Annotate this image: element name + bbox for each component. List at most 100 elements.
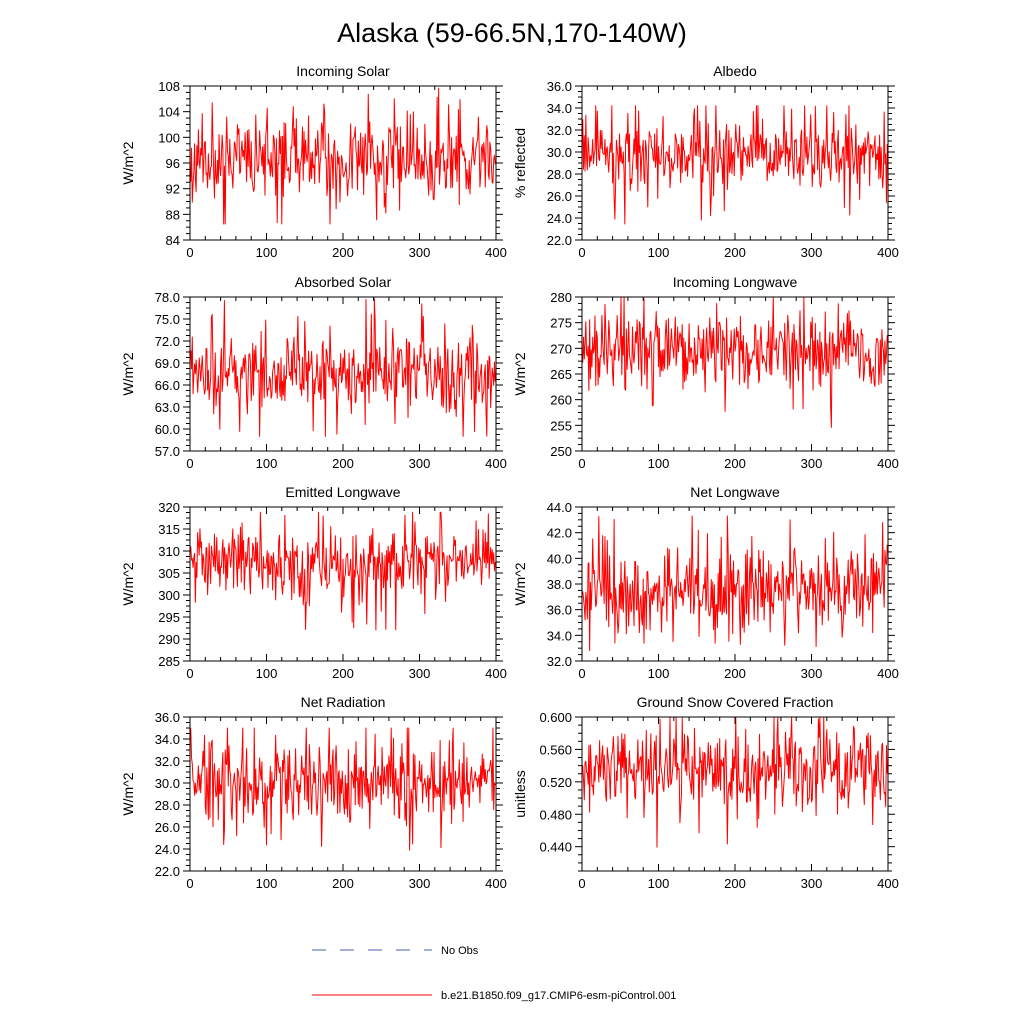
absorbed-solar-xtick-label: 100 [256,456,278,471]
incoming-longwave-ytick-label: 265 [550,367,572,382]
net-radiation-series-line [190,727,496,851]
ground-snow-covered-fraction-title: Ground Snow Covered Fraction [637,694,834,710]
net-radiation-ylabel: W/m^2 [120,772,136,815]
ground-snow-covered-fraction-xtick-label: 300 [801,876,823,891]
incoming-longwave-ytick-label: 275 [550,316,572,331]
absorbed-solar-ytick-label: 60.0 [155,422,180,437]
ground-snow-covered-fraction-ytick-label: 0.440 [539,840,572,855]
absorbed-solar-ylabel: W/m^2 [120,352,136,395]
emitted-longwave-ytick-label: 285 [158,654,180,669]
net-longwave-xtick-label: 300 [801,666,823,681]
emitted-longwave-ytick-label: 300 [158,588,180,603]
incoming-solar-ytick-label: 108 [158,79,180,94]
incoming-solar-ytick-label: 92 [166,182,180,197]
ground-snow-covered-fraction-xtick-label: 400 [877,876,899,891]
net-longwave-ytick-label: 32.0 [547,654,572,669]
panel-ground-snow-covered-fraction: Ground Snow Covered Fraction unitless 0 100… [512,694,899,891]
incoming-solar-xtick-label: 0 [186,245,193,260]
panel-incoming-longwave: Incoming Longwave W/m^2 0 100 200 300 400 250 25… [512,274,899,471]
albedo-ylabel: % reflected [512,128,528,198]
emitted-longwave-xtick-label: 300 [409,666,431,681]
albedo-ytick-label: 30.0 [547,145,572,160]
incoming-solar-title: Incoming Solar [296,63,390,79]
absorbed-solar-ytick-label: 72.0 [155,334,180,349]
albedo-xtick-label: 0 [578,245,585,260]
albedo-ytick-label: 28.0 [547,167,572,182]
ground-snow-covered-fraction-ytick-label: 0.520 [539,775,572,790]
emitted-longwave-xtick-label: 400 [485,666,507,681]
net-longwave-title: Net Longwave [690,484,780,500]
net-longwave-ytick-label: 34.0 [547,628,572,643]
incoming-longwave-xtick-label: 300 [801,456,823,471]
albedo-series-line [582,105,888,225]
incoming-solar-series-line [190,87,496,225]
incoming-longwave-title: Incoming Longwave [673,274,798,290]
emitted-longwave-title: Emitted Longwave [285,484,400,500]
emitted-longwave-ytick-label: 315 [158,522,180,537]
albedo-ytick-label: 22.0 [547,233,572,248]
incoming-longwave-ytick-label: 250 [550,444,572,459]
emitted-longwave-ytick-label: 290 [158,632,180,647]
ground-snow-covered-fraction-xtick-label: 200 [724,876,746,891]
net-longwave-xtick-label: 200 [724,666,746,681]
absorbed-solar-ytick-label: 69.0 [155,356,180,371]
incoming-longwave-xtick-label: 200 [724,456,746,471]
net-radiation-xtick-label: 400 [485,876,507,891]
incoming-solar-ytick-label: 88 [166,207,180,222]
emitted-longwave-series-line [190,511,496,631]
incoming-longwave-ytick-label: 270 [550,341,572,356]
incoming-longwave-xtick-label: 100 [648,456,670,471]
emitted-longwave-xtick-label: 0 [186,666,193,681]
ground-snow-covered-fraction-xtick-label: 100 [648,876,670,891]
net-longwave-ytick-label: 40.0 [547,551,572,566]
net-longwave-xtick-label: 100 [648,666,670,681]
net-radiation-ytick-label: 26.0 [155,820,180,835]
net-radiation-ytick-label: 36.0 [155,710,180,725]
emitted-longwave-xtick-label: 100 [256,666,278,681]
incoming-longwave-ylabel: W/m^2 [512,352,528,395]
ground-snow-covered-fraction-ylabel: unitless [512,770,528,817]
net-radiation-ytick-label: 30.0 [155,776,180,791]
panel-albedo: Albedo % reflected 0 100 200 300 400 22.0 24.0 26… [512,63,899,260]
net-radiation-ytick-label: 34.0 [155,732,180,747]
incoming-solar-ytick-label: 84 [166,233,180,248]
incoming-solar-xtick-label: 100 [256,245,278,260]
panel-absorbed-solar: Absorbed Solar W/m^2 0 100 200 300 400 57.0 60.0… [120,274,507,471]
net-longwave-xtick-label: 400 [877,666,899,681]
net-radiation-xtick-label: 100 [256,876,278,891]
figure-title: Alaska (59-66.5N,170-140W) [337,18,687,48]
absorbed-solar-ytick-label: 57.0 [155,444,180,459]
ground-snow-covered-fraction-series-line [582,716,888,848]
panel-net-longwave: Net Longwave W/m^2 0 100 200 300 400 32.0 34.0 36… [512,484,899,681]
albedo-ytick-label: 36.0 [547,79,572,94]
panel-incoming-solar: Incoming Solar W/m^2 0 100 200 300 400 84 88 92 96… [120,63,507,260]
net-radiation-xtick-label: 200 [332,876,354,891]
absorbed-solar-ytick-label: 66.0 [155,378,180,393]
net-radiation-xtick-label: 0 [186,876,193,891]
albedo-ytick-label: 26.0 [547,189,572,204]
emitted-longwave-ytick-label: 310 [158,544,180,559]
net-radiation-xtick-label: 300 [409,876,431,891]
emitted-longwave-ytick-label: 305 [158,566,180,581]
absorbed-solar-xtick-label: 0 [186,456,193,471]
incoming-solar-ytick-label: 96 [166,156,180,171]
net-longwave-ytick-label: 36.0 [547,603,572,618]
ground-snow-covered-fraction-ytick-label: 0.560 [539,742,572,757]
net-radiation-ytick-label: 32.0 [155,754,180,769]
incoming-longwave-ytick-label: 255 [550,418,572,433]
panel-net-radiation: Net Radiation W/m^2 0 100 200 300 400 22.0 24.0 2… [120,694,507,891]
net-radiation-ytick-label: 22.0 [155,864,180,879]
incoming-longwave-series-line [582,296,888,428]
albedo-title: Albedo [713,63,757,79]
incoming-longwave-xtick-label: 400 [877,456,899,471]
panels: Incoming Solar W/m^2 0 100 200 300 400 84 88 92 96… [120,63,899,891]
absorbed-solar-xtick-label: 400 [485,456,507,471]
incoming-longwave-ytick-label: 260 [550,393,572,408]
net-longwave-ytick-label: 38.0 [547,577,572,592]
panel-emitted-longwave: Emitted Longwave W/m^2 0 100 200 300 400 285 290… [120,484,507,681]
absorbed-solar-title: Absorbed Solar [295,274,392,290]
emitted-longwave-ytick-label: 295 [158,610,180,625]
absorbed-solar-ytick-label: 75.0 [155,312,180,327]
ground-snow-covered-fraction-xtick-label: 0 [578,876,585,891]
